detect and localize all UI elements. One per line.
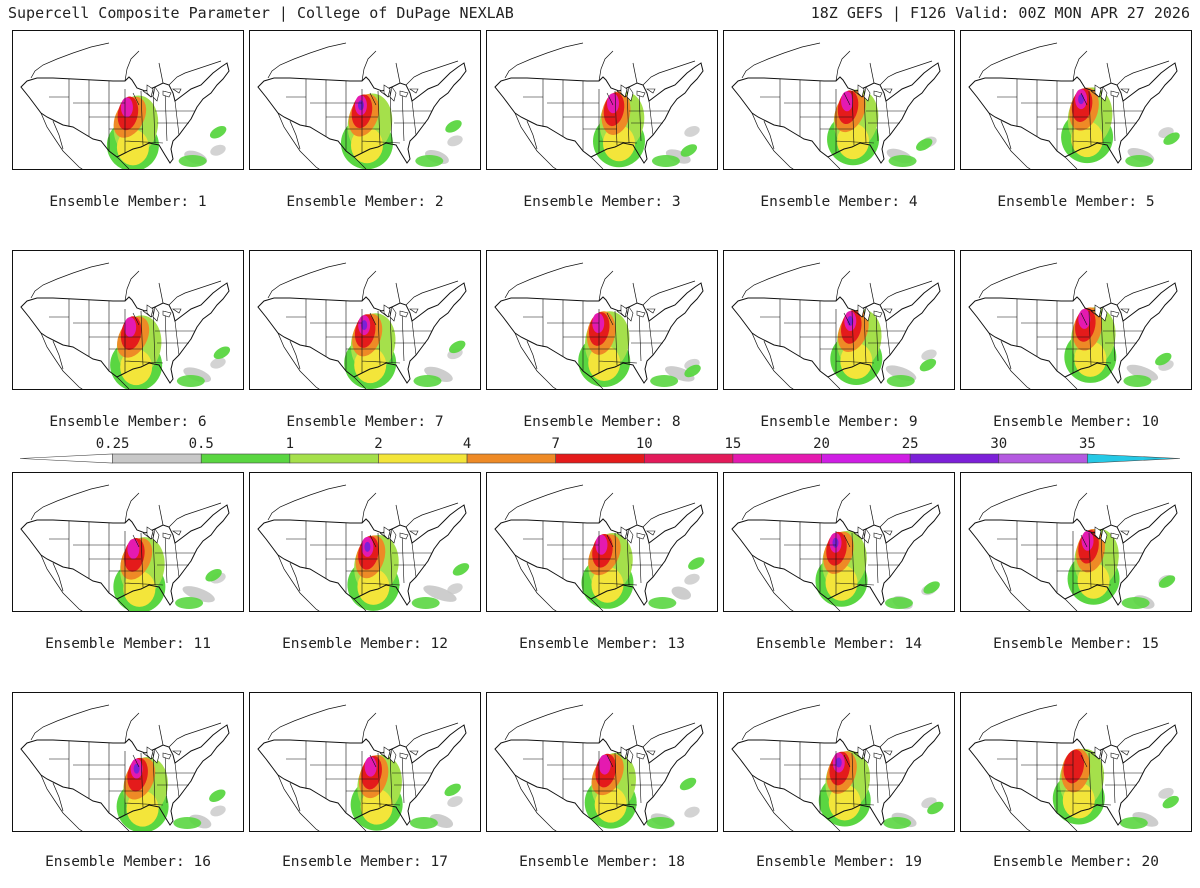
colorbar-segment bbox=[466, 453, 556, 464]
map-panel-member-6 bbox=[12, 250, 244, 390]
colorbar-tick-label: 7 bbox=[551, 436, 559, 452]
map-panel-member-8 bbox=[486, 250, 718, 390]
panel-caption: Ensemble Member: 9 bbox=[760, 414, 918, 430]
map-panel-member-9 bbox=[723, 250, 955, 390]
panel-caption: Ensemble Member: 1 bbox=[49, 194, 207, 210]
panel-caption: Ensemble Member: 20 bbox=[993, 854, 1159, 870]
panel-caption: Ensemble Member: 12 bbox=[282, 636, 448, 652]
map-panel-member-18 bbox=[486, 692, 718, 832]
panel-caption: Ensemble Member: 8 bbox=[523, 414, 681, 430]
colorbar-segment bbox=[112, 453, 202, 464]
colorbar-segment bbox=[19, 453, 113, 464]
panel-caption: Ensemble Member: 5 bbox=[997, 194, 1155, 210]
map-panel-member-4 bbox=[723, 30, 955, 170]
panel-caption: Ensemble Member: 3 bbox=[523, 194, 681, 210]
colorbar-tick-label: 20 bbox=[813, 436, 830, 452]
colorbar-segment bbox=[200, 453, 291, 464]
colorbar-segment bbox=[1087, 453, 1181, 464]
panel-caption: Ensemble Member: 7 bbox=[286, 414, 444, 430]
panel-caption: Ensemble Member: 16 bbox=[45, 854, 211, 870]
colorbar-segment bbox=[821, 453, 911, 464]
panel-caption: Ensemble Member: 19 bbox=[756, 854, 922, 870]
colorbar-segment bbox=[644, 453, 734, 464]
header-valid-time: 18Z GEFS | F126 Valid: 00Z MON APR 27 20… bbox=[810, 4, 1190, 22]
color-scale-bar: 0.25 0.5 1 2 4 7 10 15 20 25 30 35 bbox=[19, 436, 1181, 464]
panel-caption: Ensemble Member: 13 bbox=[519, 636, 685, 652]
panel-caption: Ensemble Member: 4 bbox=[760, 194, 918, 210]
panel-caption: Ensemble Member: 11 bbox=[45, 636, 211, 652]
map-panel-member-10 bbox=[960, 250, 1192, 390]
map-panel-member-16 bbox=[12, 692, 244, 832]
panel-caption: Ensemble Member: 2 bbox=[286, 194, 444, 210]
map-panel-member-19 bbox=[723, 692, 955, 832]
map-panel-member-15 bbox=[960, 472, 1192, 612]
panel-caption: Ensemble Member: 18 bbox=[519, 854, 685, 870]
panel-caption: Ensemble Member: 14 bbox=[756, 636, 922, 652]
colorbar-segment bbox=[378, 453, 468, 464]
colorbar-tick-label: 0.5 bbox=[189, 436, 214, 452]
colorbar-segment bbox=[998, 453, 1088, 464]
colorbar-tick-label: 10 bbox=[636, 436, 653, 452]
colorbar-tick-label: 0.25 bbox=[96, 436, 130, 452]
map-panel-member-12 bbox=[249, 472, 481, 612]
map-panel-member-11 bbox=[12, 472, 244, 612]
panel-caption: Ensemble Member: 6 bbox=[49, 414, 207, 430]
colorbar-tick-label: 30 bbox=[990, 436, 1007, 452]
colorbar-tick-label: 15 bbox=[724, 436, 741, 452]
colorbar-tick-label: 25 bbox=[902, 436, 919, 452]
colorbar-tick-label: 4 bbox=[463, 436, 471, 452]
map-panel-member-14 bbox=[723, 472, 955, 612]
map-panel-member-3 bbox=[486, 30, 718, 170]
panel-caption: Ensemble Member: 10 bbox=[993, 414, 1159, 430]
panel-caption: Ensemble Member: 17 bbox=[282, 854, 448, 870]
map-panel-member-1 bbox=[12, 30, 244, 170]
map-panel-member-13 bbox=[486, 472, 718, 612]
colorbar-segment bbox=[289, 453, 379, 464]
colorbar-segment bbox=[555, 453, 645, 464]
map-panel-member-5 bbox=[960, 30, 1192, 170]
map-panel-member-17 bbox=[249, 692, 481, 832]
colorbar-segment bbox=[732, 453, 822, 464]
colorbar-tick-label: 1 bbox=[286, 436, 294, 452]
colorbar-tick-label: 35 bbox=[1079, 436, 1096, 452]
colorbar-tick-label: 2 bbox=[374, 436, 382, 452]
colorbar-segment bbox=[909, 453, 1000, 464]
map-panel-member-7 bbox=[249, 250, 481, 390]
map-panel-member-20 bbox=[960, 692, 1192, 832]
panel-caption: Ensemble Member: 15 bbox=[993, 636, 1159, 652]
header-title: Supercell Composite Parameter | College … bbox=[8, 4, 514, 22]
map-panel-member-2 bbox=[249, 30, 481, 170]
